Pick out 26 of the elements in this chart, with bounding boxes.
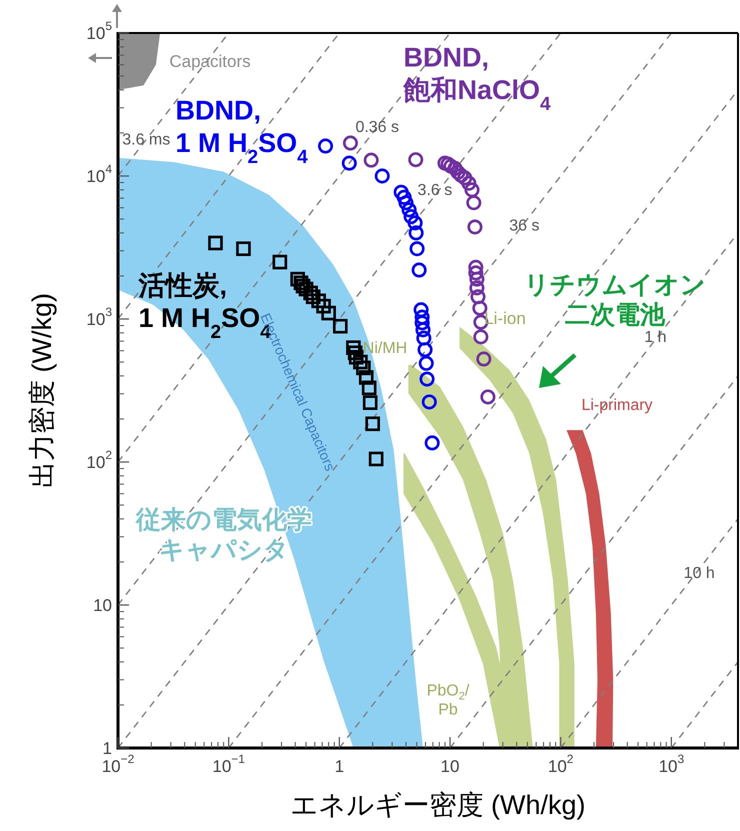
x-tick-label: 10$^{−1}$ <box>212 752 246 776</box>
y-tick-label: 10$^{3}$ <box>86 305 112 328</box>
x-tick-label: 10 <box>440 756 460 776</box>
annotation: 1 h <box>644 328 667 346</box>
annotation: 0.36 s <box>355 118 400 136</box>
y-tick-label: 10$^{4}$ <box>86 162 112 186</box>
annotation: Li-primary <box>581 396 653 414</box>
annotation: PbO$_{2}$/ Pb <box>426 682 470 718</box>
y-tick-label: 10 <box>93 596 112 614</box>
series-label: BDND, 1 M H$_{2}$SO$_{4}$ <box>176 96 308 168</box>
annotation: リチウムイオン二次電池 <box>524 271 706 329</box>
x-tick-label: 10$^{2}$ <box>548 752 574 776</box>
x-axis-title: エネルギー密度 (Wh/kg) <box>290 790 586 820</box>
y-axis-title: 出力密度 (W/kg) <box>27 293 57 488</box>
annotation: 3.6 s <box>418 181 452 198</box>
series-label: BDND, 飽和NaClO$_{4}$ <box>402 42 551 115</box>
annotation: Li-ion <box>484 308 526 328</box>
x-tick-label: 10$^{3}$ <box>658 752 684 776</box>
y-tick-label: 1 <box>102 738 112 758</box>
annotation: 3.6 ms <box>122 130 170 148</box>
x-tick-label: 1 <box>334 756 344 776</box>
annotation: Capacitors <box>169 52 251 70</box>
y-tick-label: 10$^{2}$ <box>86 448 112 472</box>
annotation: 10 h <box>684 564 715 582</box>
annotation: 36 s <box>509 217 540 234</box>
y-tick-label: 10$^{5}$ <box>86 19 112 42</box>
